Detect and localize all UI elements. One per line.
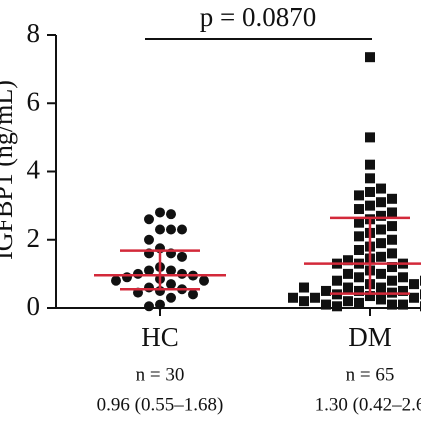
p-value: p = 0.0870 bbox=[200, 2, 316, 32]
data-point bbox=[144, 214, 154, 225]
y-tick-label: 0 bbox=[27, 291, 41, 321]
data-point bbox=[376, 294, 386, 305]
data-point bbox=[398, 285, 408, 296]
data-point bbox=[376, 238, 386, 249]
data-point bbox=[387, 221, 397, 232]
data-point bbox=[166, 279, 176, 290]
data-point bbox=[387, 193, 397, 204]
data-point bbox=[199, 275, 209, 286]
data-point bbox=[321, 299, 331, 310]
data-point bbox=[365, 173, 375, 184]
y-tick-label: 2 bbox=[27, 223, 41, 253]
data-point bbox=[354, 297, 364, 308]
data-point bbox=[376, 282, 386, 293]
count-label: n = 30 bbox=[136, 364, 185, 385]
data-point bbox=[376, 210, 386, 221]
data-point bbox=[354, 272, 364, 283]
data-point bbox=[354, 244, 364, 255]
data-point bbox=[155, 207, 165, 218]
data-point bbox=[409, 292, 419, 303]
data-point bbox=[365, 159, 375, 170]
data-point bbox=[144, 234, 154, 245]
data-point bbox=[155, 299, 165, 310]
data-point bbox=[166, 209, 176, 220]
data-point bbox=[177, 268, 187, 279]
y-tick-label: 8 bbox=[27, 18, 41, 48]
x-tick-label: HC bbox=[141, 322, 179, 352]
data-point bbox=[177, 224, 187, 235]
data-point bbox=[365, 52, 375, 63]
data-point bbox=[354, 231, 364, 242]
data-point bbox=[387, 234, 397, 245]
summary-label: 1.30 (0.42–2.6 bbox=[315, 394, 421, 415]
data-point bbox=[365, 291, 375, 302]
data-point bbox=[144, 301, 154, 312]
data-point bbox=[144, 282, 154, 293]
data-point bbox=[144, 265, 154, 276]
data-point bbox=[332, 275, 342, 286]
data-point bbox=[111, 275, 121, 286]
data-point bbox=[354, 285, 364, 296]
data-point bbox=[354, 190, 364, 201]
data-point bbox=[398, 272, 408, 283]
data-point bbox=[188, 289, 198, 300]
data-point bbox=[122, 272, 132, 283]
summary-label: 0.96 (0.55–1.68) bbox=[97, 394, 224, 415]
data-point bbox=[299, 282, 309, 293]
data-point bbox=[166, 292, 176, 303]
data-point bbox=[409, 279, 419, 290]
y-tick-label: 4 bbox=[27, 155, 41, 185]
data-point bbox=[166, 265, 176, 276]
data-point bbox=[133, 268, 143, 279]
data-point bbox=[387, 262, 397, 273]
data-point bbox=[177, 251, 187, 262]
data-point bbox=[288, 292, 298, 303]
data-point bbox=[299, 296, 309, 307]
data-point bbox=[387, 299, 397, 310]
data-point bbox=[398, 299, 408, 310]
data-point bbox=[155, 224, 165, 235]
data-point bbox=[354, 204, 364, 215]
data-point bbox=[376, 251, 386, 262]
data-point bbox=[343, 296, 353, 307]
data-point bbox=[321, 285, 331, 296]
data-point bbox=[376, 197, 386, 208]
y-axis-label: IGFBP1 (ng/mL) bbox=[0, 80, 18, 260]
data-point bbox=[343, 255, 353, 266]
data-point bbox=[354, 217, 364, 228]
data-point bbox=[387, 275, 397, 286]
data-point bbox=[376, 268, 386, 279]
data-point bbox=[332, 301, 342, 312]
data-point bbox=[343, 282, 353, 293]
data-point bbox=[387, 248, 397, 259]
data-point bbox=[310, 292, 320, 303]
data-point bbox=[387, 207, 397, 218]
data-point bbox=[365, 200, 375, 211]
data-point bbox=[376, 183, 386, 194]
count-label: n = 65 bbox=[346, 364, 395, 385]
data-point bbox=[365, 132, 375, 143]
x-tick-label: DM bbox=[348, 322, 392, 352]
data-point bbox=[343, 268, 353, 279]
data-point bbox=[365, 186, 375, 197]
y-tick-label: 6 bbox=[27, 86, 41, 116]
data-point bbox=[166, 224, 176, 235]
data-point bbox=[376, 224, 386, 235]
